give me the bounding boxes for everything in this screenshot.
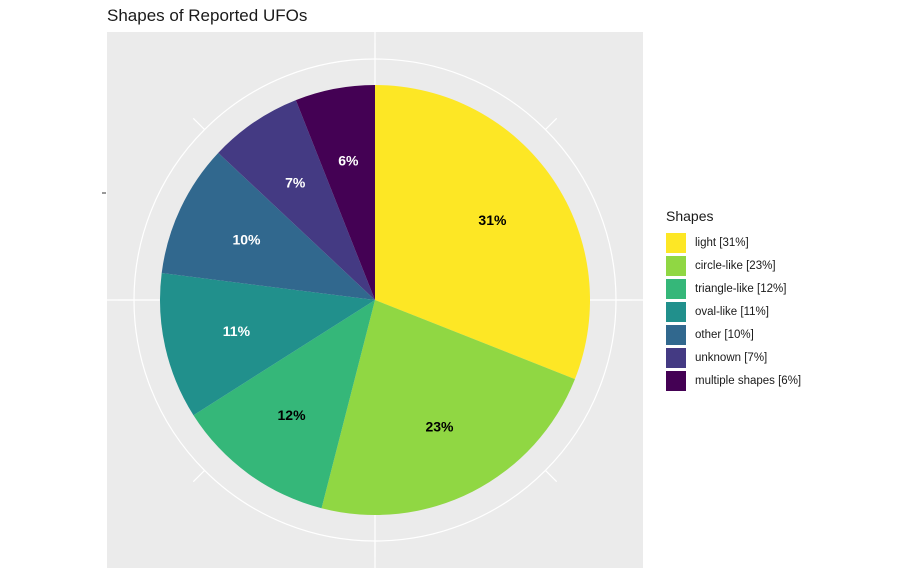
slice-label-other: 10% xyxy=(232,232,261,248)
pie-slice-oval-like xyxy=(159,273,375,416)
legend-swatch xyxy=(666,232,686,253)
legend-swatch xyxy=(666,301,686,322)
legend-swatch xyxy=(666,278,686,299)
legend-title: Shapes xyxy=(666,208,714,224)
legend-items: light [31%] circle-like [23%] triangle-lik… xyxy=(666,231,801,392)
legend-item-other: other [10%] xyxy=(666,323,801,346)
grid-tick xyxy=(192,117,206,131)
pie-slice-multiple-shapes xyxy=(295,85,375,300)
pie-slice-triangle-like xyxy=(193,300,375,509)
chart-title: Shapes of Reported UFOs xyxy=(107,6,308,25)
legend-label: unknown [7%] xyxy=(695,351,768,364)
pie-slice-other xyxy=(161,152,375,300)
legend-swatch xyxy=(666,347,686,368)
pie-slice-unknown xyxy=(218,100,375,300)
pie-labels: 31% 23% 12% 11% 10% 7% 6% xyxy=(223,153,507,435)
slice-label-circle-like: 23% xyxy=(425,419,454,435)
slice-label-unknown: 7% xyxy=(285,175,306,191)
legend: Shapes light [31%] circle-like [23%] trian… xyxy=(666,208,801,392)
legend-swatch xyxy=(666,324,686,345)
slice-label-multiple-shapes: 6% xyxy=(338,153,359,169)
legend-item-unknown: unknown [7%] xyxy=(666,346,801,369)
pie-slice-circle-like xyxy=(321,300,575,515)
legend-item-multiple-shapes: multiple shapes [6%] xyxy=(666,369,801,392)
legend-item-oval-like: oval-like [11%] xyxy=(666,300,801,323)
legend-item-circle-like: circle-like [23%] xyxy=(666,254,801,277)
legend-label: circle-like [23%] xyxy=(695,259,776,272)
grid-tick xyxy=(192,469,206,483)
legend-label: light [31%] xyxy=(695,236,749,249)
legend-swatch xyxy=(666,255,686,276)
pie-slice-light xyxy=(375,85,590,380)
legend-label: multiple shapes [6%] xyxy=(695,374,802,387)
pie-slices xyxy=(159,85,590,515)
slice-label-triangle-like: 12% xyxy=(278,407,307,423)
legend-item-light: light [31%] xyxy=(666,231,801,254)
legend-label: triangle-like [12%] xyxy=(695,282,787,295)
legend-label: oval-like [11%] xyxy=(695,305,769,318)
grid-tick xyxy=(544,469,558,483)
grid-tick xyxy=(544,117,558,131)
slice-label-light: 31% xyxy=(478,212,507,228)
legend-label: other [10%] xyxy=(695,328,754,341)
slice-label-oval-like: 11% xyxy=(223,323,251,339)
legend-swatch xyxy=(666,370,686,391)
legend-item-triangle-like: triangle-like [12%] xyxy=(666,277,801,300)
